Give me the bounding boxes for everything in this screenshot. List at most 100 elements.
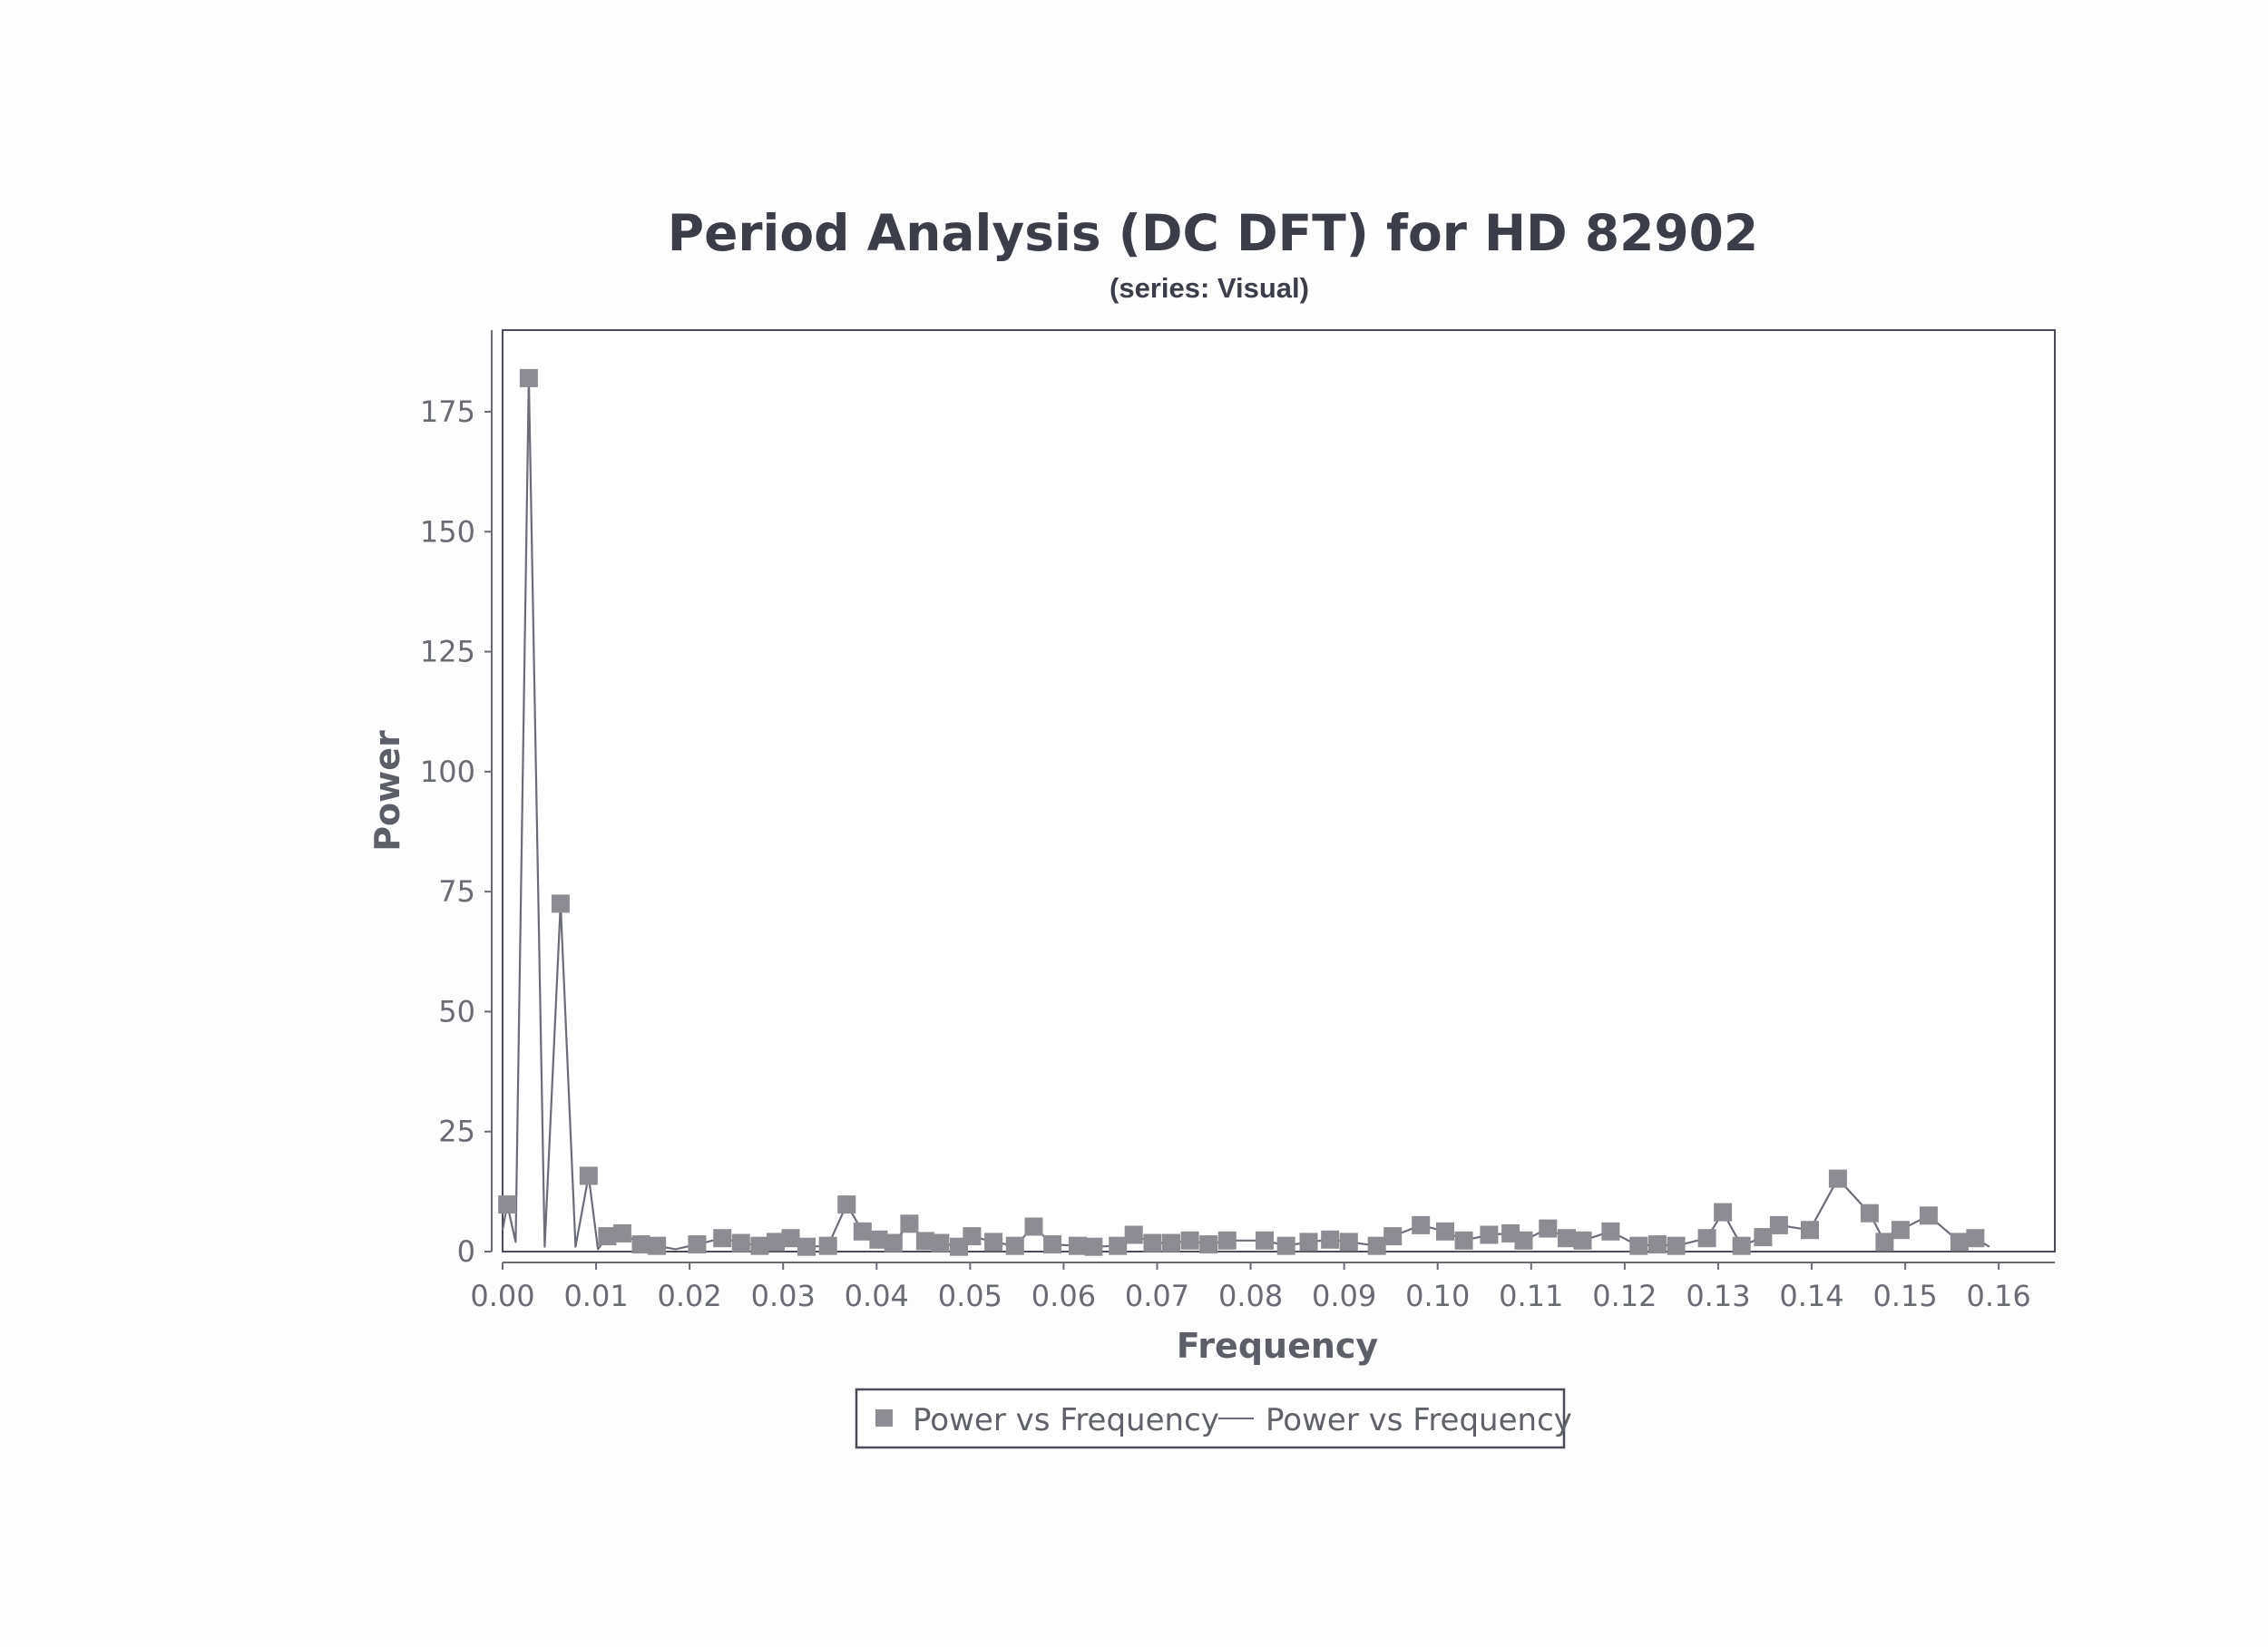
x-tick-label: 0.00 (470, 1279, 534, 1313)
data-point-marker (931, 1233, 950, 1252)
x-tick-label: 0.11 (1499, 1279, 1563, 1313)
y-ticks: 0 25 50 75 100 125 150 175 (420, 395, 492, 1269)
data-point-marker (963, 1227, 982, 1246)
chart-title: Period Analysis (DC DFT) for HD 82902 (668, 204, 1758, 262)
data-point-marker (1276, 1236, 1295, 1255)
data-point-marker (1180, 1231, 1199, 1250)
data-point-marker (1629, 1236, 1648, 1255)
data-point-marker (1436, 1222, 1454, 1241)
y-tick-label: 150 (420, 514, 475, 549)
legend-box (855, 1388, 1566, 1449)
data-point-marker (818, 1236, 837, 1255)
data-point-marker (1143, 1233, 1162, 1252)
plot-area (502, 329, 2056, 1252)
chart-subtitle: (series: Visual) (1110, 272, 1309, 304)
data-point-marker (750, 1236, 769, 1255)
data-point-marker (884, 1233, 903, 1252)
data-point-marker (853, 1222, 872, 1241)
data-point-marker (1084, 1237, 1103, 1256)
data-point-marker (648, 1236, 667, 1255)
data-point-marker (688, 1235, 707, 1254)
data-point-marker (1697, 1229, 1716, 1248)
data-point-marker (598, 1227, 617, 1246)
data-point-marker (1919, 1206, 1938, 1225)
data-point-marker (1860, 1204, 1879, 1223)
data-point-marker (1480, 1225, 1499, 1244)
y-axis-label: Power (367, 730, 407, 852)
data-point-marker (579, 1166, 598, 1185)
x-tick-label: 0.03 (751, 1279, 816, 1313)
x-tick-label: 0.06 (1031, 1279, 1096, 1313)
data-point-marker (612, 1223, 631, 1243)
data-point-marker (1339, 1233, 1358, 1252)
data-point-marker (1321, 1230, 1340, 1249)
x-tick-label: 0.05 (938, 1279, 1002, 1313)
data-point-marker (1124, 1225, 1143, 1244)
x-tick-label: 0.02 (658, 1279, 722, 1313)
data-point-marker (1828, 1169, 1847, 1188)
data-point-marker (519, 368, 538, 387)
data-point-marker (1558, 1229, 1576, 1248)
x-tick-label: 0.09 (1312, 1279, 1376, 1313)
data-point-marker (1950, 1233, 1969, 1252)
legend-marker-swatch (875, 1409, 893, 1427)
legend-entry-line: Power vs Frequency (1266, 1402, 1572, 1438)
data-point-marker (1068, 1236, 1087, 1255)
data-point-marker (869, 1230, 888, 1249)
data-point-marker (1539, 1219, 1558, 1238)
data-point-marker (1005, 1236, 1024, 1255)
data-point-marker (1573, 1231, 1592, 1250)
data-point-marker (1801, 1221, 1819, 1240)
data-point-marker (1667, 1236, 1686, 1255)
y-tick-label: 50 (438, 994, 475, 1028)
data-point-marker (781, 1229, 800, 1248)
data-point-marker (1109, 1236, 1128, 1255)
data-point-marker (1601, 1222, 1620, 1241)
data-point-marker (915, 1232, 934, 1251)
data-point-marker (797, 1237, 816, 1256)
legend: Power vs Frequency Power vs Frequency (855, 1388, 1572, 1449)
data-point-marker (1714, 1203, 1733, 1222)
y-tick-label: 175 (420, 395, 475, 429)
data-point-marker (1891, 1221, 1910, 1240)
x-tick-label: 0.04 (845, 1279, 909, 1313)
data-point-marker (1383, 1227, 1403, 1246)
data-point-marker (713, 1229, 732, 1248)
x-tick-label: 0.13 (1686, 1279, 1750, 1313)
data-point-marker (1367, 1236, 1386, 1255)
x-tick-label: 0.10 (1405, 1279, 1470, 1313)
data-point-marker (1043, 1235, 1062, 1254)
x-tick-label: 0.12 (1592, 1279, 1657, 1313)
y-tick-label: 125 (420, 635, 475, 669)
x-tick-label: 0.14 (1779, 1279, 1843, 1313)
data-point-marker (551, 894, 570, 913)
data-point-marker (1412, 1215, 1431, 1234)
data-point-marker (837, 1195, 856, 1214)
data-point-marker (631, 1235, 650, 1254)
data-point-marker (731, 1233, 750, 1252)
data-point-marker (900, 1214, 919, 1233)
data-point-marker (1769, 1215, 1788, 1234)
data-point-marker (1647, 1235, 1667, 1254)
series-markers-group (498, 368, 1985, 1256)
x-tick-label: 0.08 (1218, 1279, 1283, 1313)
data-point-marker (1024, 1217, 1043, 1236)
x-ticks: 0.00 0.01 0.02 0.03 0.04 0.05 0.06 0.07 0.08 0.09… (470, 1262, 2031, 1313)
x-tick-label: 0.15 (1872, 1279, 1937, 1313)
data-point-marker (767, 1233, 785, 1252)
data-point-marker (984, 1233, 1003, 1252)
data-point-marker (1256, 1231, 1274, 1250)
data-point-marker (1299, 1233, 1318, 1252)
y-tick-label: 0 (457, 1234, 475, 1269)
legend-entry-markers: Power vs Frequency (913, 1402, 1219, 1438)
x-axis-label: Frequency (1177, 1326, 1379, 1366)
data-point-marker (1199, 1235, 1218, 1254)
data-point-marker (1514, 1231, 1533, 1250)
x-tick-label: 0.07 (1125, 1279, 1189, 1313)
data-point-marker (1754, 1228, 1773, 1247)
data-point-marker (498, 1195, 517, 1214)
data-point-marker (1454, 1231, 1473, 1250)
x-tick-label: 0.01 (563, 1279, 628, 1313)
